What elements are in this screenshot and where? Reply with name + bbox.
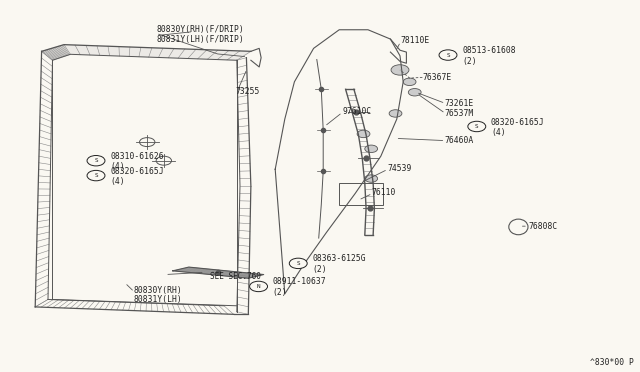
Text: S: S bbox=[446, 52, 450, 58]
Text: 80830Y(RH)(F/DRIP): 80830Y(RH)(F/DRIP) bbox=[157, 25, 244, 34]
Text: 74539: 74539 bbox=[387, 164, 412, 173]
Text: 80831Y(LH): 80831Y(LH) bbox=[133, 295, 182, 304]
Text: S: S bbox=[475, 124, 479, 129]
Text: 08363-6125G: 08363-6125G bbox=[312, 254, 366, 263]
Text: 08320-6165J: 08320-6165J bbox=[491, 118, 545, 126]
Text: 08911-10637: 08911-10637 bbox=[273, 278, 326, 286]
Circle shape bbox=[365, 175, 378, 182]
Circle shape bbox=[289, 258, 307, 269]
Text: (2): (2) bbox=[273, 288, 287, 297]
Circle shape bbox=[365, 145, 378, 153]
Circle shape bbox=[403, 78, 416, 86]
Text: 76110: 76110 bbox=[371, 188, 396, 197]
Circle shape bbox=[87, 170, 105, 181]
Text: (2): (2) bbox=[462, 57, 477, 65]
Text: 08310-61626: 08310-61626 bbox=[110, 152, 164, 161]
Text: (4): (4) bbox=[491, 128, 506, 137]
Circle shape bbox=[439, 50, 457, 60]
Text: 78110E: 78110E bbox=[400, 36, 429, 45]
Circle shape bbox=[468, 121, 486, 132]
Text: 08320-6165J: 08320-6165J bbox=[110, 167, 164, 176]
Text: 80831Y(LH)(F/DRIP): 80831Y(LH)(F/DRIP) bbox=[157, 35, 244, 44]
Circle shape bbox=[389, 110, 402, 117]
Circle shape bbox=[87, 155, 105, 166]
Text: 76537M: 76537M bbox=[445, 109, 474, 118]
Text: 80830Y(RH): 80830Y(RH) bbox=[133, 286, 182, 295]
Text: (4): (4) bbox=[110, 162, 125, 171]
Text: ^830*00 P: ^830*00 P bbox=[589, 358, 634, 367]
Text: S: S bbox=[296, 261, 300, 266]
Text: (4): (4) bbox=[110, 177, 125, 186]
Text: 76808C: 76808C bbox=[528, 222, 557, 231]
Text: SEE SEC.760: SEE SEC.760 bbox=[210, 272, 260, 280]
Text: 73255: 73255 bbox=[236, 87, 260, 96]
Text: 97610C: 97610C bbox=[342, 107, 372, 116]
Circle shape bbox=[357, 130, 370, 138]
Text: S: S bbox=[94, 173, 98, 178]
Bar bbox=[339, 183, 383, 205]
Circle shape bbox=[391, 65, 409, 75]
Circle shape bbox=[250, 281, 268, 292]
Text: N: N bbox=[257, 284, 260, 289]
Circle shape bbox=[408, 89, 421, 96]
Text: S: S bbox=[94, 158, 98, 163]
Polygon shape bbox=[42, 45, 251, 60]
Text: 76460A: 76460A bbox=[445, 136, 474, 145]
Text: 73261E: 73261E bbox=[445, 99, 474, 108]
Text: (2): (2) bbox=[312, 265, 327, 274]
Text: 08513-61608: 08513-61608 bbox=[462, 46, 516, 55]
Text: 76367E: 76367E bbox=[422, 73, 452, 82]
